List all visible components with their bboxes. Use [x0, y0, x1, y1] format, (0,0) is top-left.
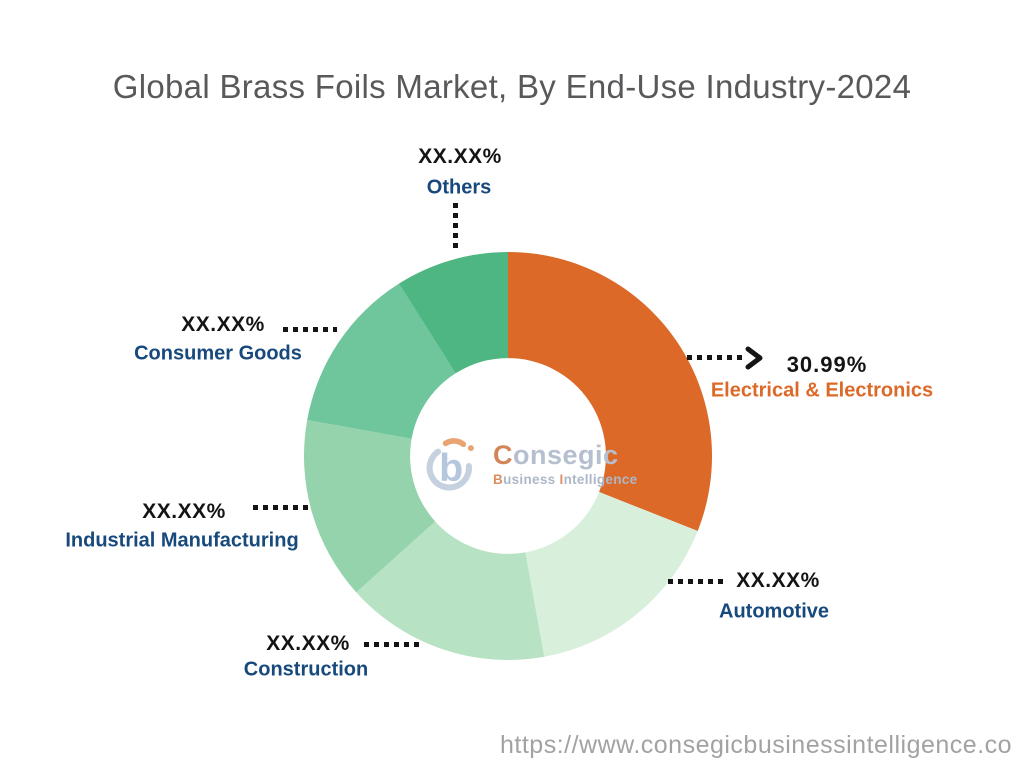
- source-url: https://www.consegicbusinessintelligence…: [500, 731, 1013, 759]
- value-label-automotive: XX.XX%: [736, 569, 820, 592]
- leader-line-industrial-manufacturing: [253, 505, 311, 510]
- chart-title: Global Brass Foils Market, By End-Use In…: [112, 68, 912, 105]
- donut-segment-construction: [356, 521, 545, 660]
- sub-rest-1: usiness: [503, 471, 560, 487]
- consegic-watermark: b Consegic Business Intelligence: [424, 430, 637, 498]
- donut-chart: [304, 252, 712, 660]
- category-label-others: Others: [426, 176, 492, 199]
- category-label-construction: Construction: [243, 658, 369, 681]
- value-label-others: XX.XX%: [418, 145, 502, 168]
- watermark-sub-text: Business Intelligence: [493, 473, 637, 487]
- value-label-construction: XX.XX%: [266, 632, 350, 655]
- donut-segment-electrical-electronics: [508, 252, 712, 531]
- donut-segment-automotive: [525, 491, 698, 657]
- leader-line-automotive: [668, 579, 726, 584]
- brand-rest: onsegic: [513, 439, 619, 470]
- svg-text:b: b: [439, 446, 463, 490]
- value-label-consumer-goods: XX.XX%: [181, 313, 265, 336]
- sub-initial-2: I: [559, 471, 564, 487]
- value-label-electrical-electronics: 30.99%: [786, 352, 868, 377]
- donut-segment-industrial-manufacturing: [304, 420, 436, 593]
- category-label-electrical-electronics: Electrical & Electronics: [710, 379, 934, 402]
- arrowhead-icon: [745, 346, 763, 370]
- leader-line-others: [453, 203, 458, 251]
- category-label-automotive: Automotive: [719, 600, 829, 623]
- sub-initial-1: B: [493, 471, 504, 487]
- category-label-consumer-goods: Consumer Goods: [134, 342, 302, 365]
- leader-line-consumer-goods: [283, 327, 337, 332]
- leader-line-electrical-electronics: [687, 355, 743, 360]
- leader-line-construction: [364, 642, 421, 647]
- watermark-brand-text: Consegic: [493, 439, 637, 470]
- donut-segment-others: [398, 252, 508, 374]
- category-label-industrial-manufacturing: Industrial Manufacturing: [65, 529, 299, 552]
- brand-initial: C: [493, 439, 513, 470]
- sub-rest-2: ntelligence: [563, 471, 638, 487]
- donut-segment-consumer-goods: [307, 283, 456, 439]
- value-label-industrial-manufacturing: XX.XX%: [142, 500, 226, 523]
- consegic-b-logo-icon: b: [426, 438, 474, 491]
